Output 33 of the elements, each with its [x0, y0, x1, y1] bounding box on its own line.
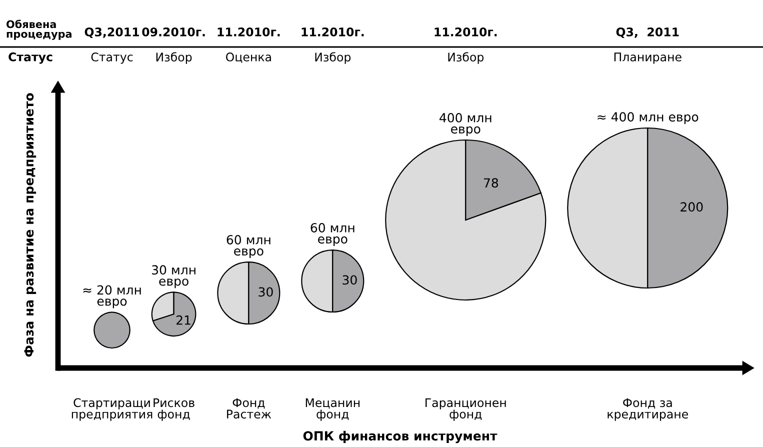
- category-label: Стартиращи предприятия: [72, 398, 152, 421]
- text: Избор: [315, 52, 351, 64]
- data-label: 21: [176, 315, 190, 325]
- text: 11.2010г.: [218, 27, 280, 36]
- text: Обявена процедура: [6, 20, 72, 40]
- data-label: 60 млн евро: [310, 223, 354, 246]
- data-label: 400 млн евро: [440, 112, 492, 136]
- data-label: ≈ 400 млн евро: [598, 112, 698, 124]
- text: Q3, 2011: [616, 27, 679, 38]
- data-label: 200: [680, 202, 703, 212]
- text: Статус: [91, 52, 133, 64]
- text: 09.2010г.: [142, 27, 205, 36]
- data-label: 30: [342, 275, 357, 285]
- data-label: 78: [484, 178, 498, 188]
- text: Избор: [156, 52, 192, 64]
- data-label: 30 млн евро: [152, 265, 196, 288]
- category-label: Фонд за кредитиране: [608, 398, 688, 421]
- text: Избор: [448, 52, 484, 64]
- data-label: 30: [258, 287, 273, 297]
- data-label: ≈ 20 млн евро: [83, 285, 141, 308]
- text: ОПК финансов инструмент: [303, 430, 498, 444]
- text: 11.2010г.: [302, 27, 364, 36]
- category-label: Фонд Растеж: [227, 398, 272, 419]
- text: Планиране: [614, 52, 682, 64]
- data-label: 60 млн евро: [226, 235, 270, 258]
- text: 11.2010г.: [434, 27, 497, 36]
- text: Фаза на развитие на предприятието: [24, 93, 36, 357]
- category-label: Гаранционен фонд: [426, 398, 506, 421]
- category-label: Рисков фонд: [154, 398, 194, 421]
- text: Оценка: [226, 52, 271, 63]
- text: Статус: [8, 52, 52, 64]
- text: Q3,2011: [84, 27, 139, 38]
- category-label: Мецанин фонд: [306, 398, 360, 421]
